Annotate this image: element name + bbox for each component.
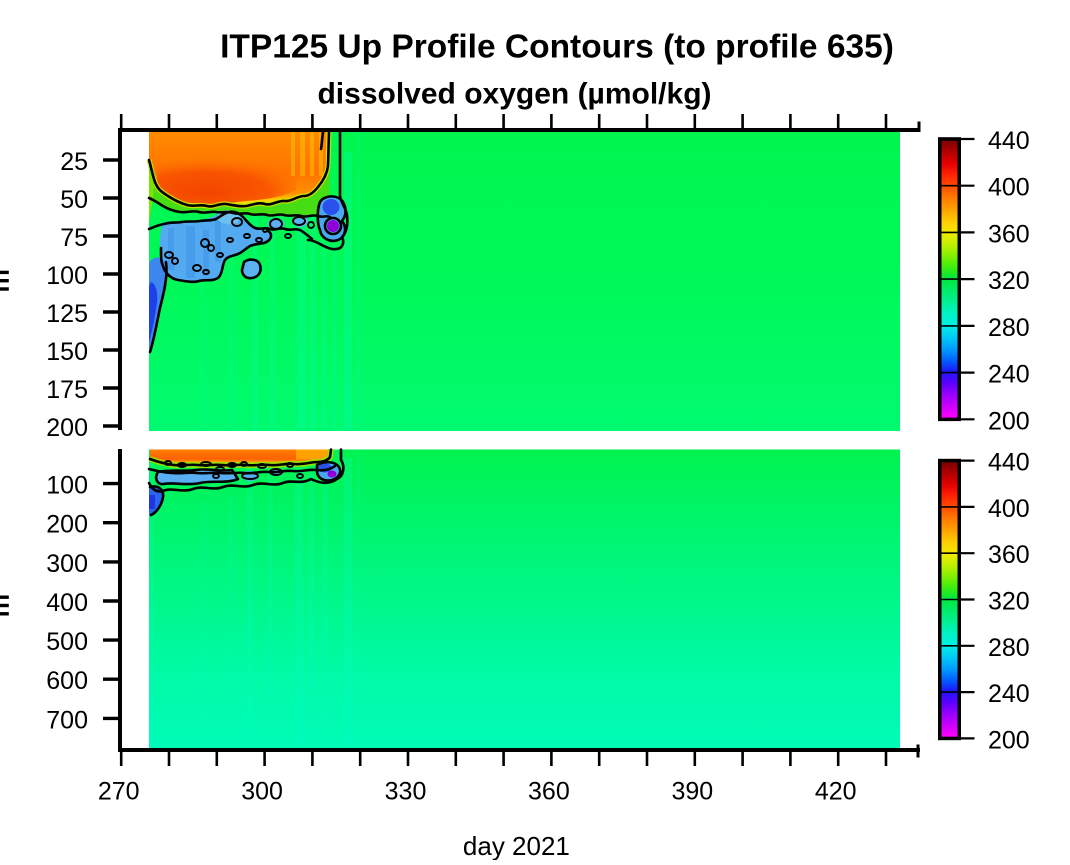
svg-text:200: 200 — [988, 726, 1030, 754]
svg-text:280: 280 — [988, 314, 1030, 342]
svg-text:440: 440 — [988, 127, 1030, 155]
svg-text:ITP125 Up Profile Contours (to: ITP125 Up Profile Contours (to profile 6… — [220, 29, 894, 66]
svg-text:270: 270 — [98, 777, 140, 805]
svg-text:400: 400 — [988, 495, 1030, 523]
svg-text:280: 280 — [988, 634, 1030, 662]
svg-text:200: 200 — [988, 407, 1030, 435]
svg-text:100: 100 — [46, 262, 88, 290]
svg-text:dissolved oxygen (µmol/kg): dissolved oxygen (µmol/kg) — [317, 77, 711, 110]
svg-text:420: 420 — [815, 777, 857, 805]
svg-text:360: 360 — [988, 541, 1030, 569]
svg-text:320: 320 — [988, 267, 1030, 295]
svg-text:200: 200 — [46, 414, 88, 442]
svg-text:day 2021: day 2021 — [463, 831, 570, 860]
svg-text:330: 330 — [385, 777, 427, 805]
svg-text:175: 175 — [46, 376, 88, 404]
svg-text:360: 360 — [988, 220, 1030, 248]
svg-text:320: 320 — [988, 588, 1030, 616]
svg-text:50: 50 — [60, 186, 88, 214]
svg-text:400: 400 — [988, 174, 1030, 202]
svg-text:400: 400 — [46, 589, 88, 617]
svg-text:100: 100 — [46, 472, 88, 500]
svg-text:125: 125 — [46, 300, 88, 328]
svg-text:440: 440 — [988, 449, 1030, 477]
svg-text:300: 300 — [241, 777, 283, 805]
svg-text:360: 360 — [528, 777, 570, 805]
svg-text:300: 300 — [46, 550, 88, 578]
svg-text:150: 150 — [46, 338, 88, 366]
svg-text:700: 700 — [46, 706, 88, 734]
svg-text:25: 25 — [60, 148, 88, 176]
svg-text:75: 75 — [60, 224, 88, 252]
svg-text:240: 240 — [988, 680, 1030, 708]
svg-text:240: 240 — [988, 361, 1030, 389]
svg-text:200: 200 — [46, 511, 88, 539]
svg-text:500: 500 — [46, 628, 88, 656]
svg-text:600: 600 — [46, 667, 88, 695]
svg-text:390: 390 — [671, 777, 713, 805]
